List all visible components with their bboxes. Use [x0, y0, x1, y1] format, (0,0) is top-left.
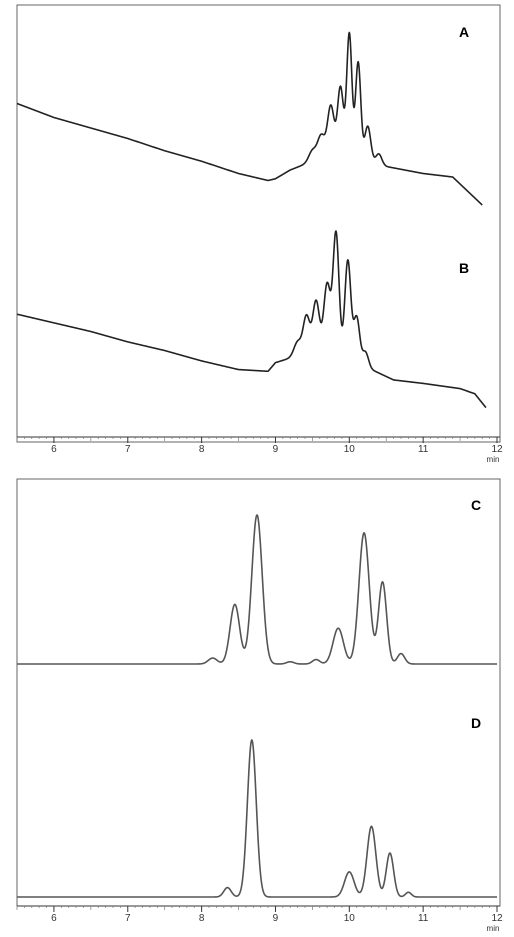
panel-label-b: B [459, 260, 469, 276]
x-tick-label: 9 [273, 913, 279, 924]
x-unit-label: min [487, 455, 500, 464]
panel-label-a: A [459, 24, 469, 40]
x-tick-label: 6 [51, 444, 57, 455]
x-tick-label: 12 [491, 913, 503, 924]
panel-label-d: D [471, 715, 481, 731]
x-tick-label: 8 [199, 444, 205, 455]
trace-c [16, 514, 498, 665]
panel-label-c: C [471, 497, 481, 513]
x-tick-label: 9 [273, 444, 279, 455]
x-tick-label: 6 [51, 913, 57, 924]
x-tick-label: 7 [125, 444, 131, 455]
trace-a [16, 31, 483, 206]
trace-d [16, 739, 498, 898]
trace-b [16, 230, 487, 409]
x-tick-label: 8 [199, 913, 205, 924]
x-tick-label: 10 [344, 913, 356, 924]
x-tick-label: 11 [418, 444, 429, 455]
x-tick-label: 7 [125, 913, 131, 924]
x-unit-label: min [487, 924, 500, 933]
x-tick-label: 11 [418, 913, 429, 924]
x-tick-label: 12 [491, 444, 503, 455]
x-tick-label: 10 [344, 444, 356, 455]
panel-frame [16, 4, 501, 443]
